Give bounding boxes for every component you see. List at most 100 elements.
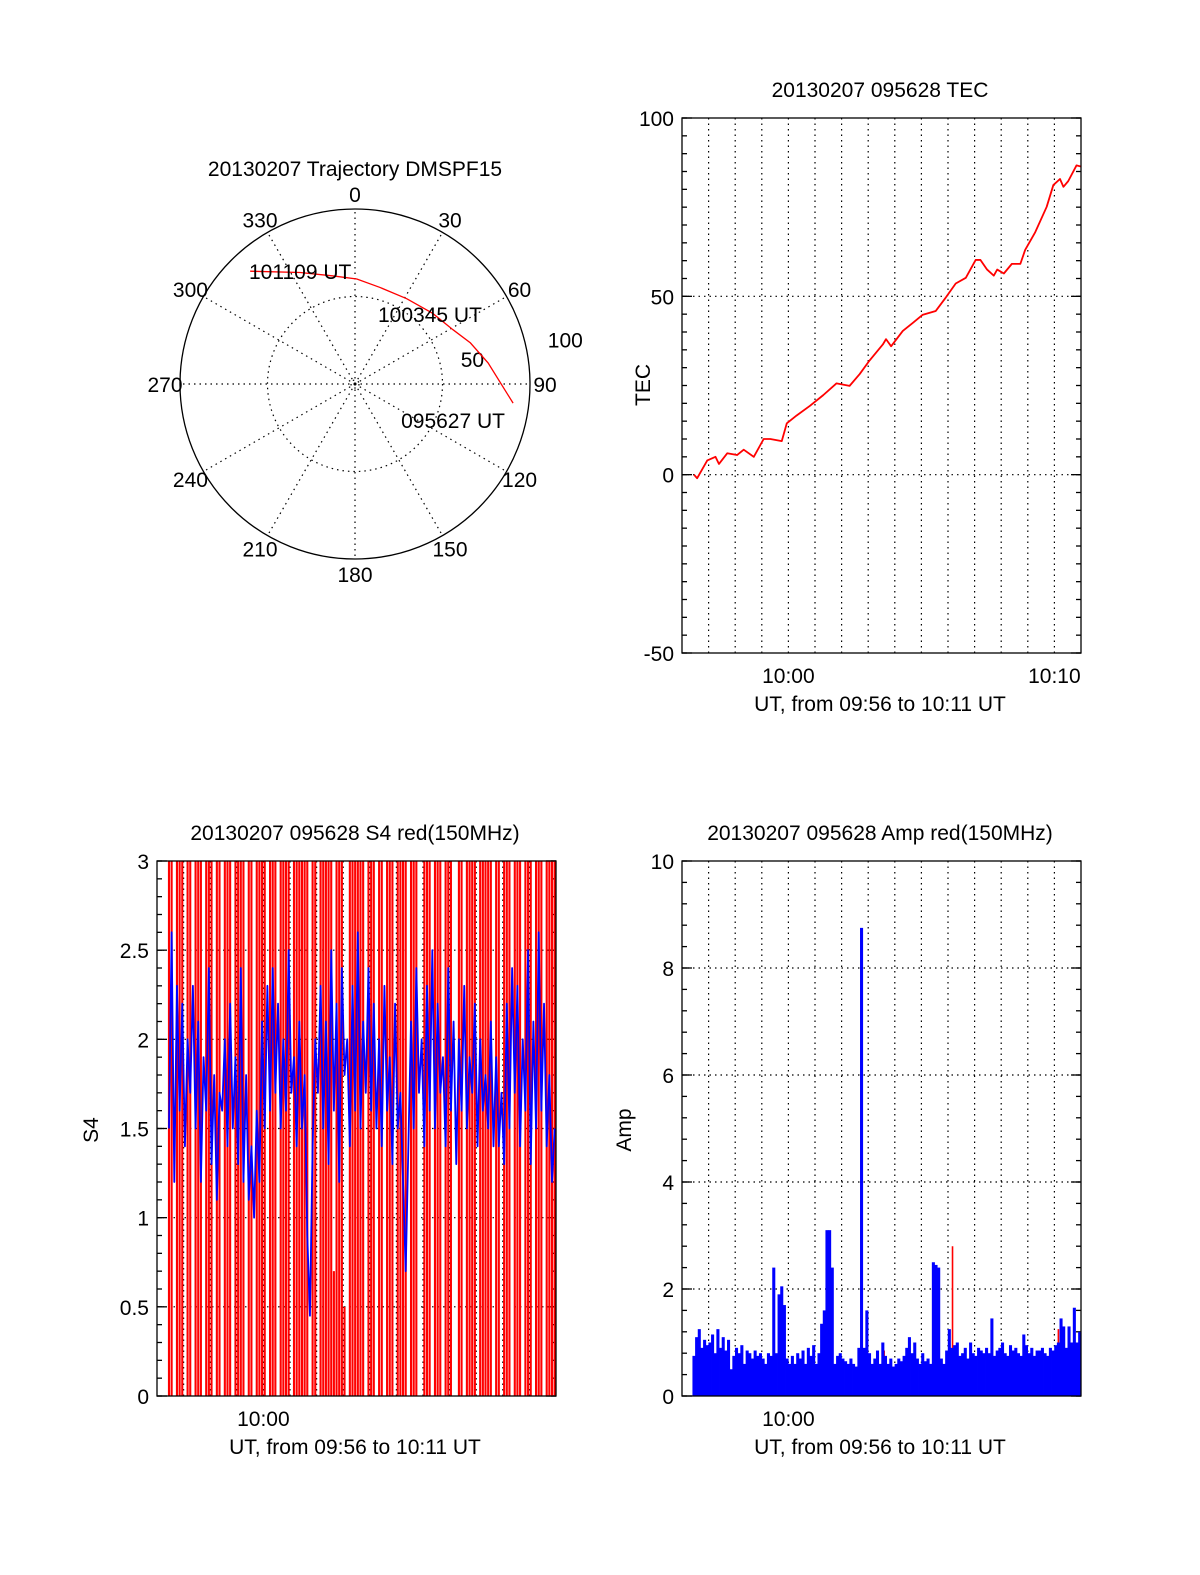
blue-bar: [979, 1350, 983, 1396]
blue-bar: [1078, 1331, 1081, 1396]
blue-bar: [1019, 1355, 1023, 1396]
tec-xlabel: UT, from 09:56 to 10:11 UT: [754, 693, 1006, 716]
blue-bar: [817, 1353, 821, 1396]
trajectory-time-label: 095627 UT: [401, 410, 505, 433]
blue-bar: [1008, 1345, 1013, 1396]
blue-bar: [907, 1337, 911, 1396]
polar-ring: [266, 295, 444, 473]
blue-bar: [974, 1355, 978, 1396]
blue-bar: [798, 1358, 802, 1396]
blue-bar: [742, 1363, 747, 1396]
blue-bar: [804, 1363, 808, 1396]
blue-bar: [881, 1342, 885, 1396]
polar-angle-label: 240: [173, 469, 208, 492]
y-tick-label: 0.5: [120, 1297, 149, 1320]
blue-bar: [982, 1353, 986, 1396]
blue-bar: [713, 1353, 717, 1396]
y-tick-label: 0: [662, 1386, 674, 1409]
blue-bar: [756, 1355, 760, 1396]
blue-bar: [809, 1355, 813, 1396]
blue-bar: [758, 1353, 762, 1396]
blue-bar: [915, 1358, 919, 1396]
series-group: [693, 164, 1081, 480]
blue-bar: [897, 1358, 901, 1396]
blue-bar: [1035, 1350, 1039, 1396]
blue-bar: [868, 1353, 872, 1396]
blue-bar: [902, 1355, 906, 1396]
s4-plot: 20130207 095628 S4 red(150MHz) UT, from …: [80, 822, 557, 1459]
polar-angle-label: 0: [349, 184, 361, 207]
blue-bar: [1024, 1345, 1028, 1396]
series-group: [167, 861, 556, 1396]
y-tick-label: 1.5: [120, 1119, 149, 1142]
blue-bar: [820, 1323, 824, 1396]
polar-angle-label: 330: [242, 209, 277, 232]
blue-bar: [889, 1358, 893, 1396]
polar-angle-label: 180: [337, 564, 372, 587]
blue-bar: [939, 1358, 943, 1396]
trajectory-time-label: 100345 UT: [378, 304, 482, 327]
blue-bar: [838, 1353, 842, 1396]
blue-bar: [708, 1342, 712, 1396]
s4-ylabel: S4: [80, 1117, 103, 1143]
x-tick-label: 10:00: [762, 1408, 815, 1431]
polar-spoke: [266, 383, 356, 536]
blue-bar: [1070, 1342, 1074, 1396]
blue-bar: [1011, 1350, 1015, 1396]
polar-angle-label: 150: [432, 539, 467, 562]
polar-center: [350, 379, 360, 389]
blue-bar: [886, 1363, 890, 1396]
blue-bar: [721, 1337, 725, 1396]
blue-bar: [1022, 1334, 1026, 1396]
blue-bar: [740, 1345, 744, 1396]
blue-bar: [1040, 1347, 1044, 1396]
blue-bar: [862, 1347, 866, 1396]
blue-bar: [926, 1358, 930, 1396]
blue-bar: [929, 1363, 933, 1396]
blue-bar: [950, 1347, 954, 1396]
blue-bar: [785, 1358, 789, 1396]
x-tick-label: 10:00: [762, 665, 815, 688]
blue-bar: [774, 1353, 778, 1396]
y-tick-label: 100: [639, 108, 674, 131]
blue-bar: [828, 1230, 832, 1396]
blue-bar: [913, 1342, 917, 1396]
blue-bar: [737, 1353, 741, 1396]
blue-bar: [910, 1353, 914, 1396]
polar-angle-label: 210: [242, 539, 277, 562]
blue-bar: [923, 1361, 927, 1396]
polar-trajectory-plot: 20130207 Trajectory DMSPF15 0 30 60 90 120 15…: [147, 158, 582, 587]
blue-bar: [1030, 1347, 1034, 1396]
polar-radial-label: 50: [461, 349, 484, 372]
blue-bar: [1046, 1355, 1050, 1396]
blue-bar: [1001, 1342, 1005, 1396]
polar-radial-label: 100: [548, 329, 583, 352]
blue-bar: [777, 1294, 781, 1396]
blue-bar: [830, 1267, 834, 1396]
blue-bar: [966, 1358, 970, 1396]
blue-bar: [854, 1366, 858, 1396]
blue-bar: [750, 1358, 755, 1396]
blue-bar: [753, 1350, 757, 1396]
blue-bar: [806, 1347, 810, 1396]
blue-bar: [993, 1355, 997, 1396]
y-tick-label: 2: [662, 1279, 674, 1302]
blue-bar: [931, 1262, 935, 1396]
blue-bar: [857, 1347, 861, 1396]
blue-bar: [995, 1350, 999, 1396]
blue-bar: [790, 1355, 794, 1396]
blue-bar: [963, 1347, 967, 1396]
blue-bar: [732, 1355, 736, 1396]
polar-ring: [179, 208, 531, 560]
blue-bar: [782, 1305, 786, 1396]
blue-bar: [945, 1350, 949, 1396]
blue-bar: [703, 1339, 707, 1396]
blue-bar: [870, 1363, 874, 1396]
blue-bar: [1064, 1347, 1068, 1396]
blue-bar: [796, 1353, 800, 1396]
blue-bar: [745, 1350, 749, 1396]
tec-title: 20130207 095628 TEC: [772, 79, 989, 102]
blue-bar: [1027, 1353, 1031, 1396]
amp-title: 20130207 095628 Amp red(150MHz): [707, 822, 1053, 845]
blue-bar: [905, 1347, 909, 1396]
